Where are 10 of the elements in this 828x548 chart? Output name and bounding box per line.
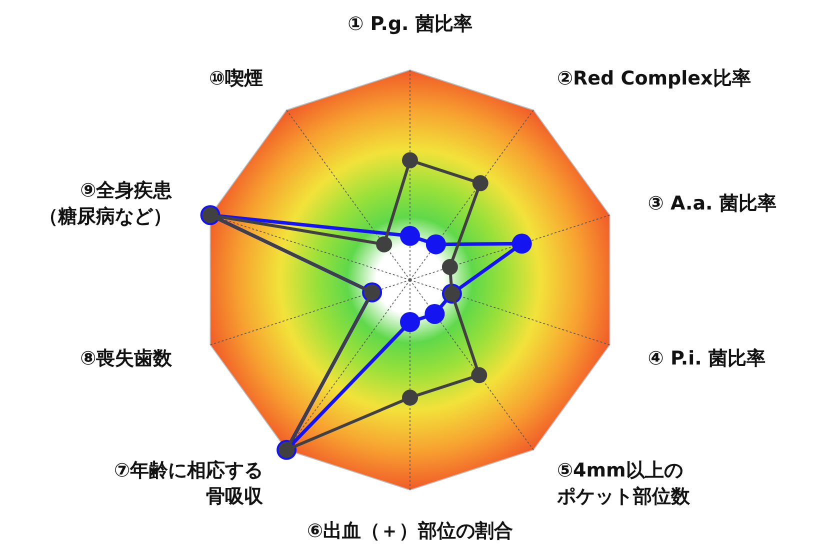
spoke-label: ⑦年齢に相応する骨吸収: [114, 459, 264, 508]
spoke-label: ④ P.i. 菌比率: [648, 347, 766, 370]
spoke-label: ⑨全身疾患（糖尿病など）: [39, 180, 174, 228]
spoke-label: ⑥出血（＋）部位の割合: [306, 520, 514, 542]
spoke-label: ③ A.a. 菌比率: [648, 192, 776, 215]
spoke-label: ⑤4mm以上のポケット部位数: [556, 459, 691, 508]
spoke-label: ⑩喫煙: [208, 68, 264, 90]
spoke-label: ⑧喪失歯数: [80, 347, 174, 370]
spoke-label: ②Red Complex比率: [556, 68, 751, 90]
spoke-label: ① P.g. 菌比率: [348, 13, 472, 35]
